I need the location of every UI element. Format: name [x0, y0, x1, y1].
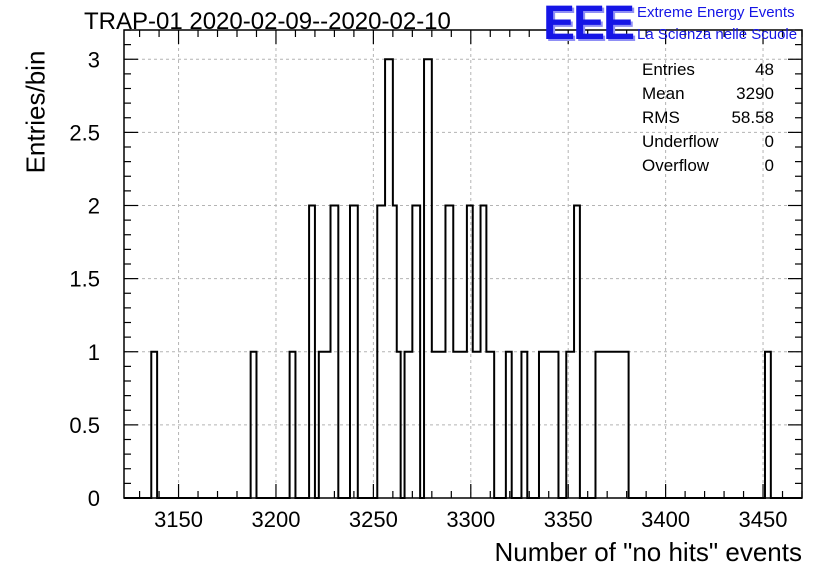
stats-value: 0 — [764, 156, 774, 175]
stats-row-rms: RMS 58.58 — [636, 106, 780, 130]
x-axis-label: Number of "no hits" events — [494, 537, 803, 567]
x-tick-label: 3200 — [251, 507, 300, 532]
histogram-bar — [481, 206, 487, 499]
histogram-bar — [424, 59, 432, 498]
y-tick-label: 1 — [88, 340, 100, 365]
stats-row-mean: Mean 3290 — [636, 82, 780, 106]
histogram-bar — [377, 206, 385, 499]
y-tick-label: 0.5 — [69, 413, 100, 438]
histogram-bar — [405, 352, 413, 498]
stats-label: Overflow — [642, 156, 710, 175]
histogram-bar — [595, 352, 628, 498]
stats-label: Underflow — [642, 132, 719, 151]
histogram-bar — [331, 206, 339, 499]
stats-value: 58.58 — [731, 108, 774, 127]
histogram-bar — [445, 206, 453, 499]
histogram-bar — [453, 352, 461, 498]
stats-value: 3290 — [736, 84, 774, 103]
logo-line-2: La Scienza nelle Scuole — [637, 26, 798, 43]
histogram-bar — [412, 206, 420, 499]
y-tick-label: 2 — [88, 194, 100, 219]
histogram-bar — [461, 352, 467, 498]
stats-label: Mean — [642, 84, 685, 103]
histogram-bar — [467, 206, 473, 499]
histogram-bar — [765, 352, 771, 498]
stats-label: RMS — [642, 108, 680, 127]
histogram-bar — [521, 352, 527, 498]
histogram-bar — [251, 352, 257, 498]
tick-label-layer: 3150 3200 3250 3300 3350 3400 3450 0 0.5 1 1.5 2 2.5… — [69, 47, 787, 532]
histogram-bar — [486, 352, 494, 498]
y-tick-label: 0 — [88, 486, 100, 511]
x-tick-label: 3250 — [349, 507, 398, 532]
histogram-bar — [350, 206, 358, 499]
stats-label: Entries — [642, 60, 695, 79]
histogram-bar — [566, 352, 574, 498]
histogram-bar — [319, 352, 331, 498]
histogram-bar — [393, 206, 397, 499]
y-tick-label: 3 — [88, 47, 100, 72]
histogram-bar — [539, 352, 558, 498]
y-tick-label: 2.5 — [69, 120, 100, 145]
y-tick-label: 1.5 — [69, 267, 100, 292]
x-tick-label: 3350 — [544, 507, 593, 532]
chart-title: TRAP-01 2020-02-09--2020-02-10 — [84, 8, 451, 35]
histogram-bar — [385, 59, 393, 498]
stats-box: Entries 48 Mean 3290 RMS 58.58 Underflow… — [636, 58, 780, 178]
histogram-bar — [151, 352, 157, 498]
histogram-bar — [506, 352, 512, 498]
y-axis-label: Entries/bin — [20, 50, 51, 174]
x-tick-label: 3150 — [154, 507, 203, 532]
stats-row-entries: Entries 48 — [636, 58, 780, 82]
stats-value: 48 — [755, 60, 774, 79]
logo-line-1: Extreme Energy Events — [637, 4, 795, 21]
stats-row-underflow: Underflow 0 — [636, 130, 780, 154]
x-tick-label: 3450 — [739, 507, 788, 532]
histogram-bar — [574, 206, 580, 499]
stats-row-overflow: Overflow 0 — [636, 154, 780, 178]
grid-layer — [124, 30, 802, 498]
histogram-bar — [309, 206, 315, 499]
tick-layer — [124, 29, 803, 499]
x-tick-label: 3400 — [641, 507, 690, 532]
x-tick-label: 3300 — [446, 507, 495, 532]
histogram-bar — [473, 352, 481, 498]
stats-value: 0 — [764, 132, 774, 151]
histogram-bar — [290, 352, 296, 498]
histogram-bar — [397, 352, 401, 498]
eee-logo: EEE — [543, 0, 635, 50]
histogram-bar — [432, 352, 446, 498]
